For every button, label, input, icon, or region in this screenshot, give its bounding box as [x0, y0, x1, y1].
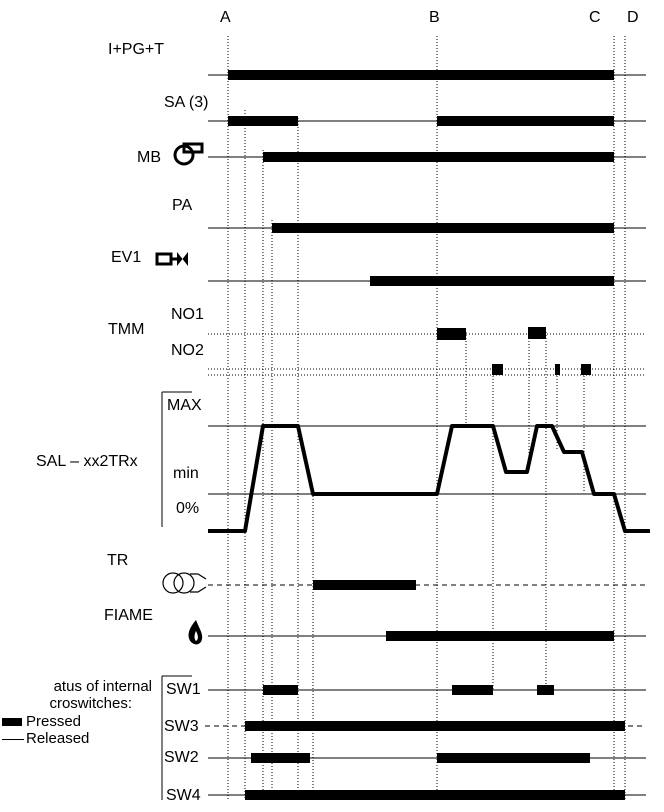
signal-sw1-bar-2	[452, 685, 493, 695]
time-guides	[227, 36, 626, 800]
legend-title-line2: croswitches:	[49, 695, 132, 712]
signal-no2-pulse-1	[492, 364, 503, 375]
signal-sw1-bar-1	[263, 685, 298, 695]
signal-no1-pulse-2	[528, 327, 546, 339]
signal-sw2-bar-2	[437, 753, 590, 763]
signal-no1-label: NO1	[171, 306, 204, 323]
signal-pa-label: PA	[172, 197, 192, 214]
signal-tr-bar	[313, 580, 416, 590]
signal-sw3-label: SW3	[164, 718, 199, 735]
signal-flame-bar	[386, 631, 614, 641]
signal-sw2-bar-1	[251, 753, 310, 763]
signal-sa-bar-2	[437, 116, 614, 126]
marker-c-label: C	[589, 9, 601, 26]
sal-zero-label: 0%	[176, 500, 199, 517]
valve-icon	[155, 252, 188, 266]
marker-a-label: A	[220, 9, 231, 26]
signal-no2-pulse-3	[581, 364, 591, 375]
transformer-icon	[162, 572, 207, 594]
signal-sa-label: SA (3)	[164, 94, 208, 111]
legend-pressed-label: Pressed	[26, 713, 82, 730]
pressed-swatch	[2, 718, 22, 726]
signal-no1-pulse-1	[437, 328, 466, 340]
flame-icon	[188, 620, 203, 645]
signal-no2-pulse-2	[555, 364, 560, 375]
signal-tr-label: TR	[107, 552, 128, 569]
signal-sw4-label: SW4	[166, 787, 201, 804]
signal-sw3-bar	[245, 721, 625, 731]
signal-mb-label: MB	[137, 149, 161, 166]
released-swatch	[2, 739, 24, 740]
signal-sa-bar-1	[228, 116, 298, 126]
signal-sw1-bar-3	[537, 685, 554, 695]
signal-no2-label: NO2	[171, 342, 204, 359]
signal-sw4-bar	[245, 790, 625, 800]
signal-tmm-label: TMM	[108, 321, 144, 338]
signal-sw1-label: SW1	[166, 681, 201, 698]
legend-title-line1: atus of internal	[53, 678, 152, 695]
marker-d-label: D	[627, 9, 639, 26]
sal-min-label: min	[173, 465, 199, 482]
signal-ipgt-label: I+PG+T	[108, 41, 164, 58]
signal-sw2-label: SW2	[164, 749, 199, 766]
marker-b-label: B	[429, 9, 440, 26]
signal-ev1-label: EV1	[111, 249, 141, 266]
signal-ipgt-bar	[228, 70, 614, 80]
signal-sal-label: SAL – xx2TRx	[36, 453, 138, 470]
signal-ev1-bar	[370, 276, 614, 286]
blower-motor-icon	[173, 142, 204, 166]
signal-flame-label: FIAME	[104, 607, 153, 624]
legend-released-label: Released	[26, 730, 90, 747]
sal-position-curve	[208, 424, 650, 533]
sal-max-label: MAX	[167, 397, 202, 414]
signal-pa-bar	[272, 223, 614, 233]
signal-mb-bar	[263, 152, 614, 162]
